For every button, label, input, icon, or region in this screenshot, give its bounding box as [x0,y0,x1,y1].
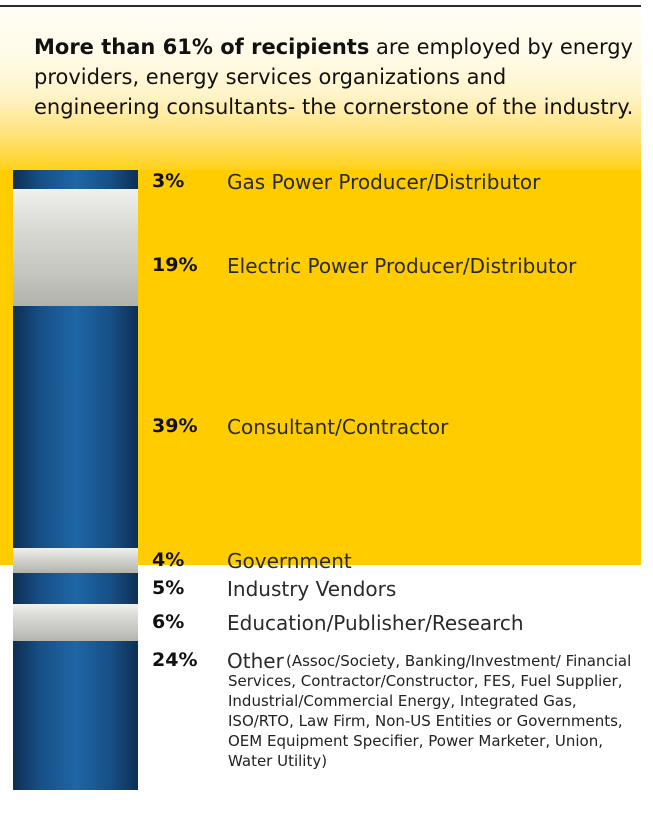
data-label-government: 4% [152,548,185,571]
top-rule [0,5,641,7]
category-label-government: Government [227,548,352,573]
data-label-gas-power: 3% [152,170,185,192]
category-label-consultant: Consultant/Contractor [227,415,449,440]
headline-bold: More than 61% of recipients [34,35,370,59]
category-label-gas-power: Gas Power Producer/Distributor [227,170,541,194]
data-label-other: 24% [152,649,198,672]
headline: More than 61% of recipients are employed… [34,32,634,122]
category-label-other: Other [227,649,284,674]
headline-background [0,7,641,170]
other-detail: (Assoc/Society, Banking/Investment/ Fina… [228,652,632,771]
category-label-electric-power: Electric Power Producer/Distributor [227,253,577,278]
bar-segment-education [13,604,138,642]
bar-segment-other [13,641,138,791]
highlight-band [0,170,641,565]
headline-rest: are employed by energy providers, energy… [34,35,634,119]
data-label-education: 6% [152,610,185,633]
bar-segment-industry-vendors [13,573,138,605]
category-label-industry-vendors: Industry Vendors [227,576,397,601]
data-label-consultant: 39% [152,415,198,438]
category-label-education: Education/Publisher/Research [227,610,524,635]
data-label-industry-vendors: 5% [152,576,185,599]
data-label-electric-power: 19% [152,253,198,276]
